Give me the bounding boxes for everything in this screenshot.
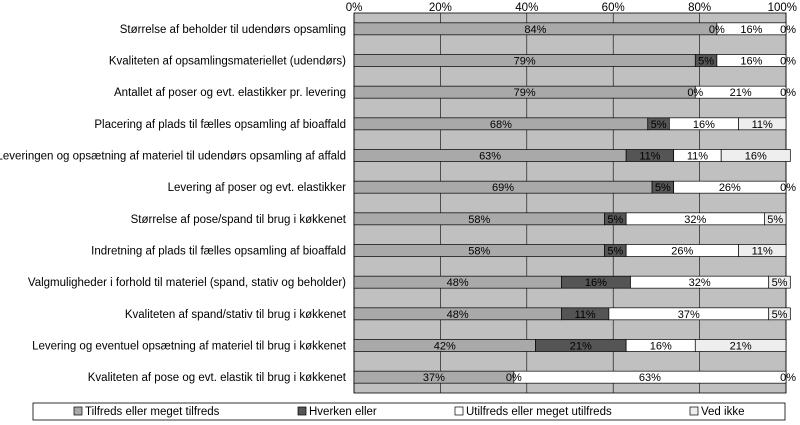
legend-swatch (689, 406, 699, 416)
data-label: 11% (639, 151, 660, 163)
x-tick-label: 100% (768, 2, 797, 14)
bars (353, 22, 791, 384)
legend: Tilfreds eller meget tilfreds Hverken ell… (32, 402, 786, 421)
data-label: 16% (650, 341, 672, 353)
data-label: 79% (514, 56, 536, 68)
bar-segment (768, 307, 791, 321)
data-label: 16% (585, 277, 607, 289)
data-label: 63% (639, 372, 661, 384)
x-tick-label: 80% (688, 2, 711, 14)
data-label: 5% (651, 119, 667, 131)
data-labels: 84% 0% 16% 0% 79% 5% 16% 0% 79% 0% 21% 0% 68% 5% 16% 11… (423, 24, 796, 384)
data-label: 16% (740, 24, 762, 36)
data-label: 16% (745, 151, 767, 163)
data-label: 0% (709, 24, 725, 36)
data-label: 58% (468, 214, 490, 226)
data-label: 0% (780, 24, 796, 36)
x-tick-label: 60% (602, 2, 625, 14)
category-labels: Størrelse af beholder til udendørs opsam… (0, 24, 347, 384)
x-tick-label: 40% (515, 2, 538, 14)
data-label: 58% (468, 246, 490, 258)
data-label: 0% (506, 372, 522, 384)
legend-frame (32, 402, 786, 421)
data-label: 63% (479, 151, 501, 163)
data-label: 16% (740, 56, 762, 68)
data-label: 5% (772, 277, 788, 289)
category-label: Levering og eventuel opsætning af materi… (32, 341, 347, 353)
x-axis-ticks: 0% 20% 40% 60% 80% 100% (346, 2, 797, 14)
data-label: 11% (752, 119, 773, 131)
data-label: 26% (719, 182, 741, 194)
data-label: 11% (752, 246, 773, 258)
category-label: Kvaliteten af spand/stativ til brug i kø… (125, 309, 347, 321)
data-label: 68% (490, 119, 512, 131)
data-label: 5% (607, 214, 623, 226)
category-label: Leveringen og opsætning af materiel til … (0, 151, 346, 163)
bar-segment (694, 339, 787, 352)
data-label: 21% (570, 341, 592, 353)
category-label: Valgmuligheder i forhold til materiel (s… (28, 277, 346, 289)
data-label: 32% (684, 214, 706, 226)
data-label: 0% (780, 87, 796, 99)
category-label: Kvaliteten af opsamlingsmateriellet (ude… (109, 56, 346, 68)
data-label: 37% (423, 372, 445, 384)
category-label: Indretning af plads til fælles opsamling… (91, 246, 346, 258)
bar-segment (716, 22, 787, 36)
data-label: 21% (730, 87, 752, 99)
bar-segment (768, 275, 791, 289)
data-label: 5% (655, 182, 671, 194)
category-label: Størrelse af beholder til udendørs opsam… (120, 24, 346, 36)
data-label: 5% (767, 214, 783, 226)
data-label: 5% (607, 246, 623, 258)
data-label: 5% (698, 56, 714, 68)
bar-segment (720, 149, 791, 162)
data-label: 21% (730, 341, 752, 353)
legend-swatch (73, 406, 83, 416)
gridlines (353, 13, 787, 393)
data-label: 69% (492, 182, 514, 194)
data-label: 32% (689, 277, 711, 289)
data-label: 42% (434, 341, 456, 353)
data-label: 16% (693, 119, 715, 131)
data-label: 11% (687, 151, 708, 163)
bar-segment (738, 244, 787, 257)
data-label: 11% (575, 309, 596, 321)
legend-label: Ved ikke (701, 406, 744, 418)
bar-segment (673, 180, 787, 194)
legend-label: Utilfreds eller meget utilfreds (466, 406, 612, 418)
data-label: 5% (772, 309, 788, 321)
category-label: Placering af plads til fælles opsamling … (94, 119, 346, 131)
category-label: Levering af poser og evt. elastikker (168, 182, 347, 194)
bar-segment (764, 212, 787, 226)
data-label: 79% (514, 87, 536, 99)
legend-swatch (297, 406, 307, 416)
category-label: Antallet af poser og evt. elastikker pr.… (114, 87, 346, 99)
x-tick-label: 0% (346, 2, 363, 14)
bar-segment (513, 370, 787, 384)
data-label: 0% (780, 182, 796, 194)
plot-area-background (353, 12, 787, 394)
category-label: Størrelse af pose/spand til brug i køkke… (131, 214, 347, 226)
data-label: 48% (447, 309, 469, 321)
data-label: 0% (687, 87, 703, 99)
data-label: 26% (671, 246, 693, 258)
legend-swatch (454, 406, 464, 416)
legend-label: Hverken eller (309, 406, 377, 418)
data-label: 84% (524, 24, 546, 36)
bar-segment (716, 54, 787, 67)
bar-segment (694, 85, 787, 99)
bar-segment (738, 117, 787, 131)
category-label: Kvaliteten af pose og evt. elastik til b… (88, 372, 347, 384)
data-label: 48% (447, 277, 469, 289)
x-tick-label: 20% (429, 2, 452, 14)
data-label: 0% (780, 372, 796, 384)
legend-label: Tilfreds eller meget tilfreds (85, 406, 220, 418)
data-label: 0% (780, 56, 796, 68)
data-label: 37% (678, 309, 700, 321)
